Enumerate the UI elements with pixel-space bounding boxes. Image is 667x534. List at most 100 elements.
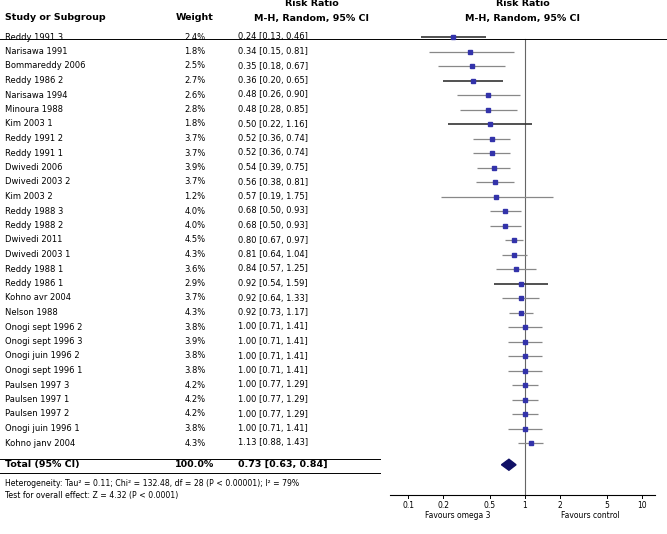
Text: 0.2: 0.2 [438,501,450,511]
Text: Dwivedi 2011: Dwivedi 2011 [5,235,63,245]
Text: 0.92 [0.64, 1.33]: 0.92 [0.64, 1.33] [238,294,308,302]
Text: Test for overall effect: Z = 4.32 (P < 0.0001): Test for overall effect: Z = 4.32 (P < 0… [5,491,178,500]
Text: 0.35 [0.18, 0.67]: 0.35 [0.18, 0.67] [238,61,308,70]
Text: 1.00 [0.71, 1.41]: 1.00 [0.71, 1.41] [238,424,307,433]
Text: Dwivedi 2003 2: Dwivedi 2003 2 [5,177,71,186]
Text: Heterogeneity: Tau² = 0.11; Chi² = 132.48, df = 28 (P < 0.00001); I² = 79%: Heterogeneity: Tau² = 0.11; Chi² = 132.4… [5,479,299,488]
Text: Study or Subgroup: Study or Subgroup [5,13,105,22]
Text: 0.52 [0.36, 0.74]: 0.52 [0.36, 0.74] [238,148,308,158]
Text: 0.73 [0.63, 0.84]: 0.73 [0.63, 0.84] [238,460,327,469]
Text: 2: 2 [558,501,562,511]
Text: 1.00 [0.71, 1.41]: 1.00 [0.71, 1.41] [238,323,307,332]
Text: 3.7%: 3.7% [184,177,205,186]
Text: Risk Ratio: Risk Ratio [285,0,338,8]
Text: M-H, Random, 95% CI: M-H, Random, 95% CI [254,13,369,22]
Text: Favours omega 3: Favours omega 3 [425,511,490,520]
Text: Dwivedi 2003 1: Dwivedi 2003 1 [5,250,71,259]
Text: 2.8%: 2.8% [184,105,205,114]
Text: Onogi juin 1996 2: Onogi juin 1996 2 [5,351,79,360]
Text: 2.9%: 2.9% [185,279,205,288]
Text: 4.5%: 4.5% [185,235,205,245]
Text: 0.68 [0.50, 0.93]: 0.68 [0.50, 0.93] [238,207,308,216]
Text: 1.2%: 1.2% [185,192,205,201]
Text: Kim 2003 1: Kim 2003 1 [5,120,53,129]
Text: Nelson 1988: Nelson 1988 [5,308,58,317]
Text: 4.0%: 4.0% [185,207,205,216]
Text: Favours control: Favours control [560,511,620,520]
Text: 3.8%: 3.8% [184,351,205,360]
Text: 4.3%: 4.3% [184,438,205,447]
Text: 4.3%: 4.3% [184,250,205,259]
Text: Narisawa 1994: Narisawa 1994 [5,90,67,99]
Text: 0.57 [0.19, 1.75]: 0.57 [0.19, 1.75] [238,192,308,201]
Text: Paulsen 1997 3: Paulsen 1997 3 [5,381,69,389]
Text: 0.56 [0.38, 0.81]: 0.56 [0.38, 0.81] [238,177,308,186]
Text: 0.1: 0.1 [402,501,414,511]
Text: 100.0%: 100.0% [175,460,215,469]
Text: 1.00 [0.77, 1.29]: 1.00 [0.77, 1.29] [238,395,308,404]
Text: Reddy 1986 1: Reddy 1986 1 [5,279,63,288]
Text: Kim 2003 2: Kim 2003 2 [5,192,53,201]
Text: 1.00 [0.71, 1.41]: 1.00 [0.71, 1.41] [238,337,307,346]
Text: Onogi juin 1996 1: Onogi juin 1996 1 [5,424,79,433]
Text: 0.68 [0.50, 0.93]: 0.68 [0.50, 0.93] [238,221,308,230]
Text: 4.3%: 4.3% [184,308,205,317]
Text: 0.80 [0.67, 0.97]: 0.80 [0.67, 0.97] [238,235,308,245]
Text: Paulsen 1997 1: Paulsen 1997 1 [5,395,69,404]
Text: 0.48 [0.26, 0.90]: 0.48 [0.26, 0.90] [238,90,308,99]
Text: Onogi sept 1996 2: Onogi sept 1996 2 [5,323,83,332]
Text: 0.92 [0.54, 1.59]: 0.92 [0.54, 1.59] [238,279,307,288]
Text: 4.2%: 4.2% [185,395,205,404]
Text: M-H, Random, 95% CI: M-H, Random, 95% CI [465,13,580,22]
Text: 3.8%: 3.8% [184,323,205,332]
Text: 2.7%: 2.7% [184,76,205,85]
Text: Narisawa 1991: Narisawa 1991 [5,47,67,56]
Text: 3.6%: 3.6% [184,264,205,273]
Text: 0.50 [0.22, 1.16]: 0.50 [0.22, 1.16] [238,120,307,129]
Text: 4.2%: 4.2% [185,381,205,389]
Text: 3.8%: 3.8% [184,424,205,433]
Text: 1: 1 [522,501,528,511]
Text: 2.4%: 2.4% [185,33,205,42]
Text: Bommareddy 2006: Bommareddy 2006 [5,61,85,70]
Text: 1.13 [0.88, 1.43]: 1.13 [0.88, 1.43] [238,438,308,447]
Text: 1.8%: 1.8% [184,120,205,129]
Text: 5: 5 [604,501,609,511]
Text: Reddy 1991 3: Reddy 1991 3 [5,33,63,42]
Text: 3.9%: 3.9% [184,337,205,346]
Text: Kohno janv 2004: Kohno janv 2004 [5,438,75,447]
Text: Reddy 1986 2: Reddy 1986 2 [5,76,63,85]
Text: 3.7%: 3.7% [184,294,205,302]
Text: Reddy 1991 1: Reddy 1991 1 [5,148,63,158]
Text: Reddy 1988 1: Reddy 1988 1 [5,264,63,273]
Text: 2.6%: 2.6% [184,90,205,99]
Polygon shape [502,459,516,470]
Text: Dwivedi 2006: Dwivedi 2006 [5,163,63,172]
Text: 3.7%: 3.7% [184,148,205,158]
Text: 3.9%: 3.9% [184,163,205,172]
Text: 0.34 [0.15, 0.81]: 0.34 [0.15, 0.81] [238,47,308,56]
Text: 4.2%: 4.2% [185,410,205,419]
Text: 1.00 [0.71, 1.41]: 1.00 [0.71, 1.41] [238,351,307,360]
Text: Total (95% CI): Total (95% CI) [5,460,79,469]
Text: Reddy 1988 3: Reddy 1988 3 [5,207,63,216]
Text: Reddy 1988 2: Reddy 1988 2 [5,221,63,230]
Text: 0.52 [0.36, 0.74]: 0.52 [0.36, 0.74] [238,134,308,143]
Text: 1.00 [0.77, 1.29]: 1.00 [0.77, 1.29] [238,410,308,419]
Text: 0.92 [0.73, 1.17]: 0.92 [0.73, 1.17] [238,308,308,317]
Text: 3.7%: 3.7% [184,134,205,143]
Text: 3.8%: 3.8% [184,366,205,375]
Text: Minoura 1988: Minoura 1988 [5,105,63,114]
Text: 0.81 [0.64, 1.04]: 0.81 [0.64, 1.04] [238,250,308,259]
Text: Onogi sept 1996 3: Onogi sept 1996 3 [5,337,83,346]
Text: 0.84 [0.57, 1.25]: 0.84 [0.57, 1.25] [238,264,308,273]
Text: Weight: Weight [176,13,214,22]
Text: 0.48 [0.28, 0.85]: 0.48 [0.28, 0.85] [238,105,308,114]
Text: 10: 10 [637,501,646,511]
Text: Onogi sept 1996 1: Onogi sept 1996 1 [5,366,83,375]
Text: 0.36 [0.20, 0.65]: 0.36 [0.20, 0.65] [238,76,308,85]
Text: 0.5: 0.5 [484,501,496,511]
Text: Kohno avr 2004: Kohno avr 2004 [5,294,71,302]
Text: Risk Ratio: Risk Ratio [496,0,550,8]
Text: 0.24 [0.13, 0.46]: 0.24 [0.13, 0.46] [238,33,308,42]
